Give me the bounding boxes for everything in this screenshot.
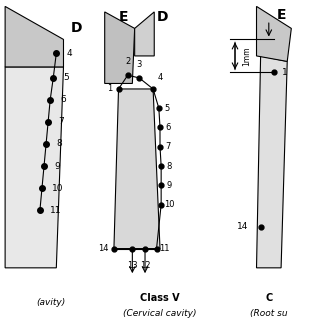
Text: 1: 1	[282, 68, 288, 77]
Text: 13: 13	[127, 260, 138, 269]
Text: 9: 9	[54, 162, 60, 171]
Text: 8: 8	[56, 140, 62, 148]
Text: 5: 5	[63, 74, 69, 83]
Text: 12: 12	[140, 260, 150, 269]
Text: 5: 5	[164, 104, 170, 113]
Text: E: E	[118, 11, 128, 24]
Text: 6: 6	[60, 95, 66, 104]
Text: 2: 2	[125, 57, 130, 66]
Text: 10: 10	[52, 184, 64, 193]
Text: 3: 3	[137, 60, 142, 69]
Text: D: D	[156, 11, 168, 24]
Text: C: C	[265, 292, 272, 303]
Text: 4: 4	[157, 74, 163, 83]
Text: 6: 6	[165, 123, 171, 132]
Polygon shape	[257, 6, 291, 61]
Text: 1mm: 1mm	[242, 46, 251, 66]
Text: 9: 9	[167, 181, 172, 190]
Polygon shape	[5, 67, 63, 268]
Text: D: D	[71, 21, 83, 36]
Polygon shape	[105, 12, 135, 84]
Text: 8: 8	[166, 162, 172, 171]
Text: 14: 14	[98, 244, 109, 253]
Text: 1: 1	[107, 84, 112, 93]
Text: 10: 10	[164, 200, 174, 209]
Text: Class V: Class V	[140, 292, 180, 303]
Polygon shape	[5, 6, 63, 67]
Text: E: E	[276, 8, 286, 22]
Text: 14: 14	[237, 222, 248, 231]
Text: 11: 11	[50, 205, 62, 214]
Text: (Root su: (Root su	[250, 309, 288, 318]
Polygon shape	[114, 89, 160, 249]
Text: 4: 4	[67, 49, 72, 58]
Text: 7: 7	[165, 142, 171, 151]
Text: (avity): (avity)	[36, 298, 66, 307]
Text: 11: 11	[159, 244, 170, 253]
Text: 7: 7	[58, 117, 64, 126]
Polygon shape	[257, 56, 287, 268]
Polygon shape	[135, 12, 154, 56]
Text: (Cervical cavity): (Cervical cavity)	[123, 309, 197, 318]
